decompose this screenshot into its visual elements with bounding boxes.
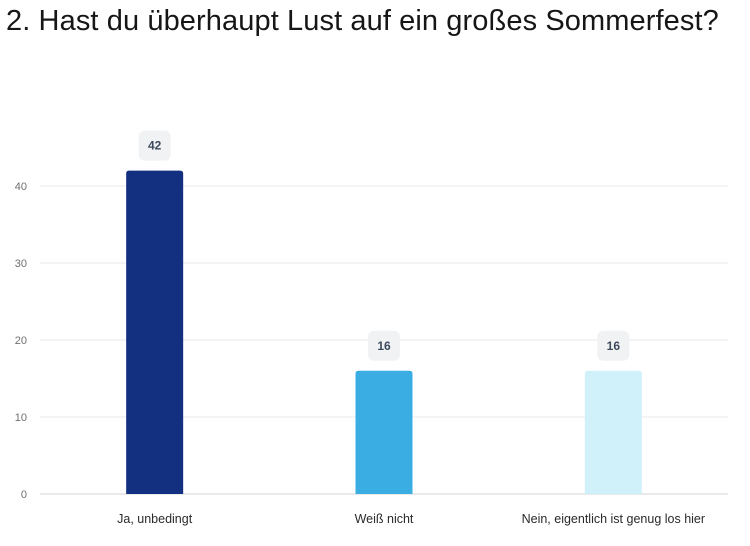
bar: [584, 370, 642, 494]
data-label-pill: [368, 330, 400, 361]
y-tick-label: 10: [15, 412, 27, 424]
data-labels: 42 16 16: [138, 130, 630, 361]
data-label: 42: [138, 130, 171, 161]
data-label-value: 16: [607, 339, 621, 353]
y-tick-label: 40: [15, 181, 27, 193]
bars: [126, 170, 642, 494]
data-label-pill: [597, 330, 630, 361]
bar: [355, 370, 413, 494]
bar: [126, 170, 184, 494]
data-label-value: 16: [377, 339, 391, 353]
y-axis-ticks: 0 10 20 30 40: [15, 181, 27, 501]
y-tick-label: 30: [15, 258, 27, 270]
question-title: 2. Hast du überhaupt Lust auf ein großes…: [6, 5, 719, 37]
x-tick-label: Ja, unbedingt: [117, 512, 193, 526]
y-tick-label: 0: [21, 489, 27, 501]
data-label-pill: [138, 130, 171, 161]
data-label: 16: [368, 330, 400, 361]
x-axis-labels: Ja, unbedingt Weiß nicht Nein, eigentlich …: [117, 512, 705, 526]
x-tick-label: Weiß nicht: [355, 512, 414, 526]
data-label: 16: [597, 330, 630, 361]
data-label-value: 42: [148, 139, 162, 153]
y-tick-label: 20: [15, 335, 27, 347]
x-tick-label: Nein, eigentlich ist genug los hier: [522, 512, 705, 526]
